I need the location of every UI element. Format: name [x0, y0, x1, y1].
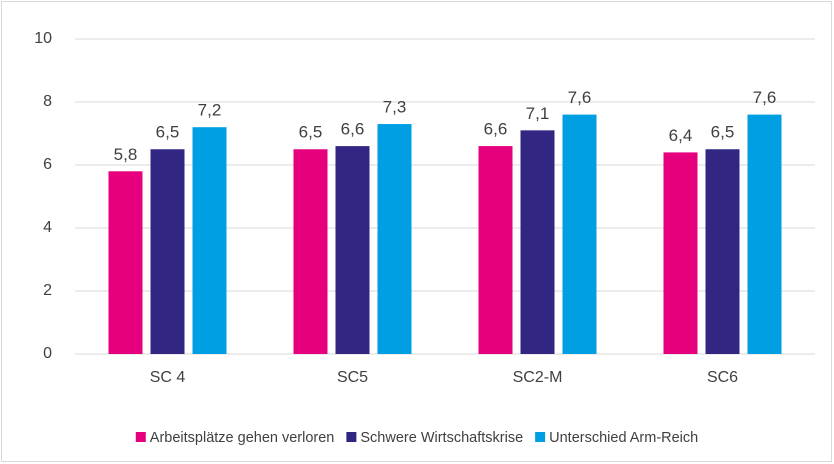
legend-swatch — [135, 432, 146, 442]
data-label: 6,5 — [711, 123, 735, 142]
y-tick-label: 2 — [43, 282, 52, 299]
y-tick-label: 10 — [34, 30, 52, 47]
data-label: 6,6 — [341, 120, 365, 139]
data-label: 6,5 — [299, 123, 323, 142]
y-tick-label: 4 — [43, 219, 52, 236]
data-label: 7,1 — [526, 104, 550, 123]
x-tick-label: SC 4 — [150, 369, 186, 386]
bar — [747, 114, 782, 354]
data-label: 6,6 — [484, 120, 508, 139]
y-tick-label: 6 — [43, 156, 52, 173]
legend-label: Unterschied Arm-Reich — [549, 430, 698, 446]
data-label: 7,3 — [383, 98, 407, 117]
bar — [150, 149, 185, 354]
x-tick-label: SC6 — [707, 369, 738, 386]
bar — [478, 146, 513, 354]
data-label: 6,5 — [156, 123, 180, 142]
bar — [335, 146, 370, 354]
y-tick-label: 0 — [43, 345, 52, 362]
bar — [192, 127, 227, 354]
bar — [705, 149, 740, 354]
legend-label: Arbeitsplätze gehen verloren — [150, 430, 335, 446]
data-label: 7,2 — [198, 101, 222, 120]
x-tick-label: SC2-M — [513, 369, 563, 386]
bar — [562, 114, 597, 354]
data-label: 5,8 — [114, 145, 138, 164]
legend-swatch — [535, 432, 546, 442]
bar — [663, 152, 698, 354]
legend-swatch — [346, 432, 357, 442]
data-label: 6,4 — [669, 126, 693, 145]
bar — [377, 124, 412, 354]
y-tick-label: 8 — [43, 93, 52, 110]
bar — [108, 171, 143, 354]
x-tick-label: SC5 — [337, 369, 368, 386]
bar — [520, 130, 555, 354]
data-label: 7,6 — [753, 88, 777, 107]
data-label: 7,6 — [568, 88, 592, 107]
bar — [293, 149, 328, 354]
legend-label: Schwere Wirtschaftskrise — [360, 430, 523, 446]
